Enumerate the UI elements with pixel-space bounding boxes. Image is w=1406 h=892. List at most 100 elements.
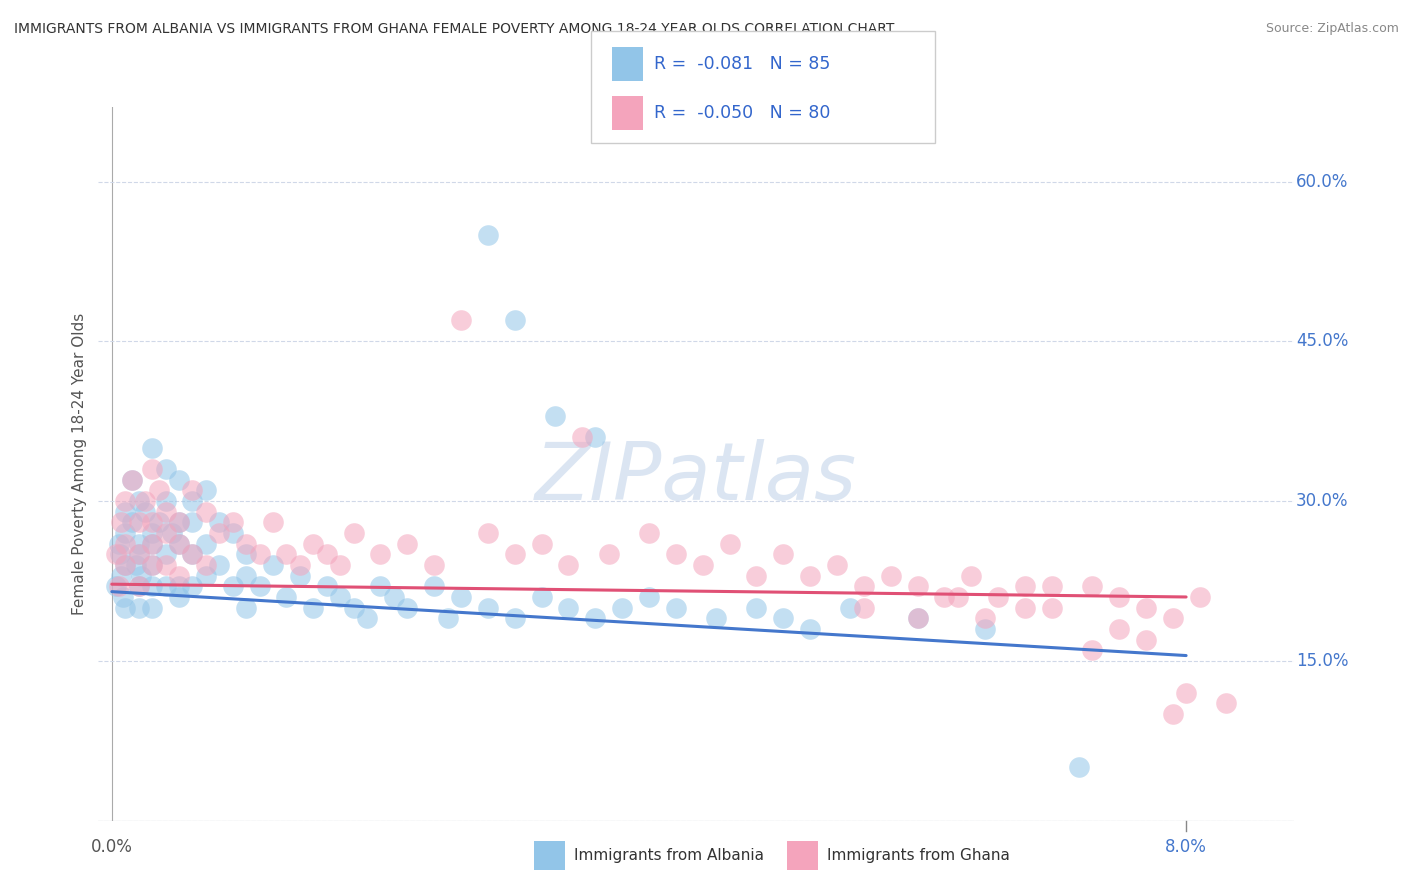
Point bbox=[973, 611, 995, 625]
Point bbox=[276, 590, 298, 604]
Point bbox=[503, 547, 526, 561]
Point bbox=[155, 505, 177, 519]
Point bbox=[131, 568, 153, 582]
Point bbox=[799, 568, 821, 582]
Point bbox=[342, 600, 364, 615]
Text: R =  -0.050   N = 80: R = -0.050 N = 80 bbox=[654, 103, 830, 121]
Point bbox=[181, 547, 204, 561]
Point bbox=[262, 558, 284, 572]
Point bbox=[598, 547, 620, 561]
Point bbox=[114, 558, 136, 572]
Point bbox=[114, 558, 136, 572]
Text: Immigrants from Ghana: Immigrants from Ghana bbox=[827, 848, 1010, 863]
Point bbox=[503, 611, 526, 625]
Point bbox=[370, 547, 392, 561]
Point bbox=[288, 558, 311, 572]
Point bbox=[315, 579, 337, 593]
Point bbox=[1014, 579, 1036, 593]
Point bbox=[128, 537, 150, 551]
Point bbox=[235, 568, 257, 582]
Point bbox=[114, 600, 136, 615]
Point bbox=[1014, 600, 1036, 615]
Point bbox=[181, 547, 204, 561]
Point bbox=[114, 505, 136, 519]
Point bbox=[276, 547, 298, 561]
Point bbox=[799, 622, 821, 636]
Point bbox=[1081, 579, 1104, 593]
Point bbox=[288, 568, 311, 582]
Point bbox=[194, 558, 217, 572]
Point bbox=[477, 227, 499, 242]
Point bbox=[934, 590, 956, 604]
Point bbox=[1161, 611, 1184, 625]
Point bbox=[436, 611, 458, 625]
Point bbox=[946, 590, 969, 604]
Point bbox=[1067, 760, 1090, 774]
Point bbox=[423, 579, 446, 593]
Point bbox=[583, 430, 606, 444]
Point bbox=[262, 516, 284, 530]
Point bbox=[141, 537, 163, 551]
Text: R =  -0.081   N = 85: R = -0.081 N = 85 bbox=[654, 55, 830, 73]
Point bbox=[141, 462, 163, 476]
Point bbox=[638, 590, 661, 604]
Point bbox=[114, 494, 136, 508]
Point bbox=[1040, 600, 1063, 615]
Text: 60.0%: 60.0% bbox=[1296, 172, 1348, 191]
Point bbox=[704, 611, 727, 625]
Point bbox=[155, 547, 177, 561]
Point bbox=[107, 537, 129, 551]
Point bbox=[235, 537, 257, 551]
Point bbox=[692, 558, 714, 572]
Point bbox=[852, 600, 875, 615]
Point bbox=[128, 516, 150, 530]
Text: 15.0%: 15.0% bbox=[1296, 652, 1348, 670]
Text: 8.0%: 8.0% bbox=[1166, 838, 1206, 856]
Point bbox=[557, 600, 579, 615]
Point bbox=[235, 600, 257, 615]
Point bbox=[396, 600, 419, 615]
Point bbox=[104, 547, 127, 561]
Point bbox=[194, 483, 217, 498]
Point bbox=[1188, 590, 1211, 604]
Point bbox=[423, 558, 446, 572]
Point bbox=[772, 611, 794, 625]
Point bbox=[665, 600, 688, 615]
Point bbox=[396, 537, 419, 551]
Text: 30.0%: 30.0% bbox=[1296, 492, 1348, 510]
Point bbox=[718, 537, 741, 551]
Point bbox=[450, 590, 472, 604]
Point bbox=[342, 526, 364, 541]
Point bbox=[745, 600, 768, 615]
Point bbox=[1108, 622, 1130, 636]
Point bbox=[208, 516, 231, 530]
Point bbox=[155, 494, 177, 508]
Point bbox=[1135, 600, 1157, 615]
Point bbox=[852, 579, 875, 593]
Point bbox=[181, 579, 204, 593]
Point bbox=[1215, 697, 1237, 711]
Text: 45.0%: 45.0% bbox=[1296, 333, 1348, 351]
Point bbox=[167, 516, 190, 530]
Point bbox=[181, 516, 204, 530]
Point bbox=[825, 558, 848, 572]
Point bbox=[155, 579, 177, 593]
Point bbox=[110, 516, 132, 530]
Point bbox=[128, 547, 150, 561]
Point bbox=[222, 526, 245, 541]
Point bbox=[583, 611, 606, 625]
Point bbox=[1081, 643, 1104, 657]
Point bbox=[879, 568, 901, 582]
Point bbox=[839, 600, 862, 615]
Text: IMMIGRANTS FROM ALBANIA VS IMMIGRANTS FROM GHANA FEMALE POVERTY AMONG 18-24 YEAR: IMMIGRANTS FROM ALBANIA VS IMMIGRANTS FR… bbox=[14, 22, 894, 37]
Point bbox=[222, 579, 245, 593]
Point bbox=[1161, 707, 1184, 722]
Point bbox=[148, 483, 170, 498]
Point bbox=[108, 547, 131, 561]
Point bbox=[1175, 686, 1198, 700]
Point bbox=[125, 558, 148, 572]
Point bbox=[155, 462, 177, 476]
Point bbox=[329, 558, 352, 572]
Point bbox=[208, 526, 231, 541]
Point bbox=[155, 558, 177, 572]
